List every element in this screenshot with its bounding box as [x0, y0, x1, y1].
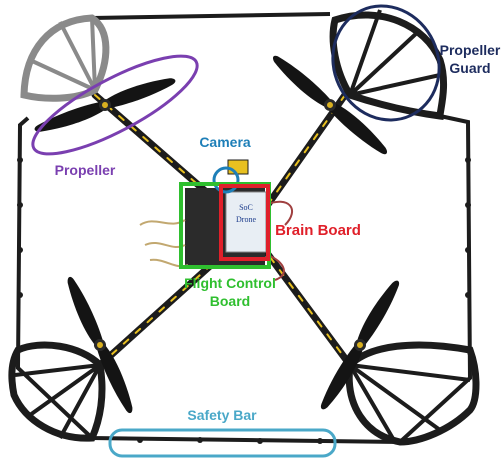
safety-frame [15, 114, 473, 445]
camera-highlight [212, 166, 240, 194]
flight-control-label-line2: Board [210, 293, 250, 309]
guard-bottom-left [8, 341, 106, 442]
frame-joints [17, 157, 471, 444]
top-frame-bar [91, 12, 331, 20]
brain-board-highlight [219, 184, 270, 261]
safety-bar-label: Safety Bar [187, 407, 257, 423]
safety-bar-highlight [108, 428, 337, 458]
propeller-guard-label-line1: Propeller [440, 42, 501, 58]
propeller-label: Propeller [55, 162, 116, 178]
flight-control-label-line1: Flight Control [184, 275, 276, 291]
propeller-guard-highlight [331, 4, 441, 122]
guard-top-left [20, 14, 110, 102]
brain-board-label: Brain Board [275, 222, 361, 239]
propeller-guard-label-line2: Guard [449, 60, 490, 76]
propeller-highlight [31, 54, 199, 156]
board-text-line2: Drone [236, 215, 256, 224]
guard-top-right [329, 9, 448, 120]
camera-label: Camera [199, 134, 251, 150]
board-text-line1: SoC [239, 203, 253, 212]
guard-bottom-right [345, 341, 480, 446]
